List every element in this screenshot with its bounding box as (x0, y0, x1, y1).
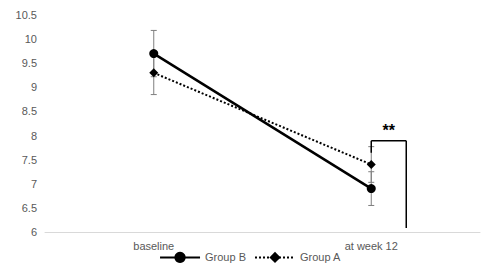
svg-text:at week 12: at week 12 (345, 240, 398, 252)
svg-text:10: 10 (25, 33, 37, 45)
svg-text:9: 9 (31, 81, 37, 93)
svg-text:7: 7 (31, 178, 37, 190)
svg-text:9.5: 9.5 (22, 57, 37, 69)
svg-text:6.5: 6.5 (22, 202, 37, 214)
svg-text:baseline: baseline (133, 240, 174, 252)
svg-text:Group B: Group B (205, 251, 246, 263)
svg-text:8: 8 (31, 130, 37, 142)
svg-text:Group A: Group A (300, 251, 341, 263)
svg-text:7.5: 7.5 (22, 154, 37, 166)
svg-text:6: 6 (31, 226, 37, 238)
svg-text:**: ** (383, 122, 396, 139)
svg-text:8.5: 8.5 (22, 105, 37, 117)
svg-text:10.5: 10.5 (16, 9, 37, 21)
